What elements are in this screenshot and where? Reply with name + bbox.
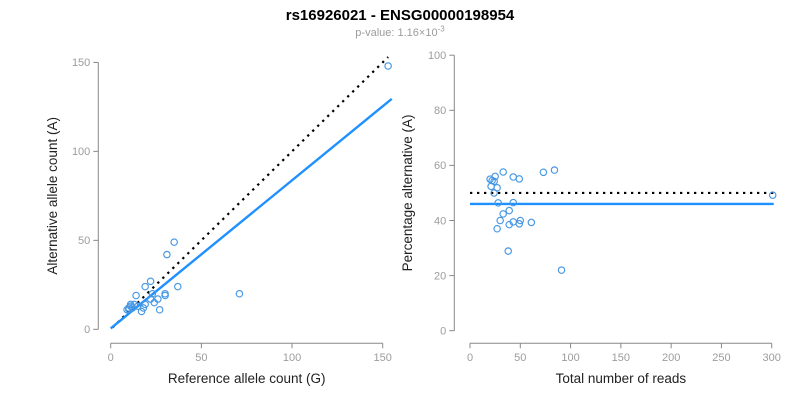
- y-tick-label: 150: [72, 57, 90, 69]
- data-point: [557, 266, 566, 274]
- data-point: [141, 282, 149, 291]
- y-tick-label: 100: [428, 50, 446, 62]
- y-tick-label: 0: [84, 324, 90, 336]
- data-point: [494, 199, 502, 207]
- data-point: [384, 62, 392, 70]
- x-axis-title: Reference allele count (G): [168, 371, 326, 386]
- data-point: [163, 250, 171, 259]
- y-tick-label: 50: [78, 235, 90, 247]
- x-tick-label: 150: [612, 352, 630, 364]
- y-axis-title: Alternative allele count (A): [45, 117, 60, 275]
- data-point: [139, 304, 148, 312]
- data-point: [132, 291, 140, 300]
- data-point: [496, 216, 504, 225]
- x-axis-title: Total number of reads: [556, 371, 687, 386]
- data-point: [174, 282, 182, 291]
- p-value-exponent: -3: [437, 24, 445, 34]
- data-point: [539, 168, 548, 177]
- y-tick-label: 0: [440, 326, 446, 338]
- data-point: [509, 173, 518, 181]
- data-point: [493, 224, 501, 233]
- x-tick-label: 0: [467, 352, 473, 364]
- fit-line: [109, 97, 393, 330]
- data-point: [527, 218, 536, 227]
- x-tick-label: 0: [108, 352, 114, 364]
- data-point: [161, 291, 169, 300]
- total-reads-vs-percentage-plot: 0 50 100 150 200 250 300 0 20 40 60 80 100 Total numb…: [400, 50, 781, 386]
- ref-vs-alt-count-plot: 0 50 100 150 0 50 100 150 Reference allele count…: [45, 56, 393, 386]
- data-point: [550, 166, 559, 174]
- x-tick-label: 50: [514, 352, 526, 364]
- data-point: [515, 220, 524, 228]
- data-point: [125, 305, 133, 314]
- p-value-subtitle: p-value: 1.16×10-3: [0, 24, 800, 39]
- data-point: [516, 216, 525, 225]
- y-axis-title: Percentage alternative (A): [400, 115, 415, 272]
- data-point: [504, 247, 512, 255]
- x-tick-label: 100: [561, 352, 579, 364]
- data-point: [126, 302, 135, 310]
- data-point: [235, 289, 244, 298]
- data-point: [499, 168, 507, 176]
- y-tick-label: 100: [72, 146, 90, 158]
- x-tick-label: 250: [712, 352, 730, 364]
- identity-line: [111, 56, 389, 329]
- data-point: [515, 175, 524, 183]
- data-point: [130, 300, 139, 309]
- data-point: [146, 277, 155, 286]
- y-tick-label: 20: [434, 270, 446, 282]
- y-tick-label: 60: [434, 160, 446, 172]
- y-tick-label: 40: [434, 215, 446, 227]
- x-tick-label: 100: [283, 352, 301, 364]
- x-tick-label: 150: [374, 352, 392, 364]
- data-point: [509, 198, 518, 207]
- data-point: [170, 238, 178, 246]
- x-tick-label: 300: [763, 352, 781, 364]
- data-point: [505, 206, 513, 215]
- data-point: [486, 175, 494, 183]
- y-tick-label: 80: [434, 105, 446, 117]
- data-point: [768, 191, 777, 199]
- data-point: [137, 307, 146, 316]
- data-point: [493, 183, 501, 192]
- data-point: [150, 298, 158, 307]
- data-point: [499, 210, 507, 218]
- data-point: [490, 177, 498, 186]
- p-value-text: p-value: 1.16×10: [355, 27, 438, 39]
- x-tick-label: 200: [662, 352, 680, 364]
- page-title: rs16926021 - ENSG00000198954: [285, 7, 515, 24]
- data-point: [154, 295, 162, 303]
- x-tick-label: 50: [195, 352, 207, 364]
- data-point: [141, 300, 149, 309]
- data-point: [155, 305, 164, 314]
